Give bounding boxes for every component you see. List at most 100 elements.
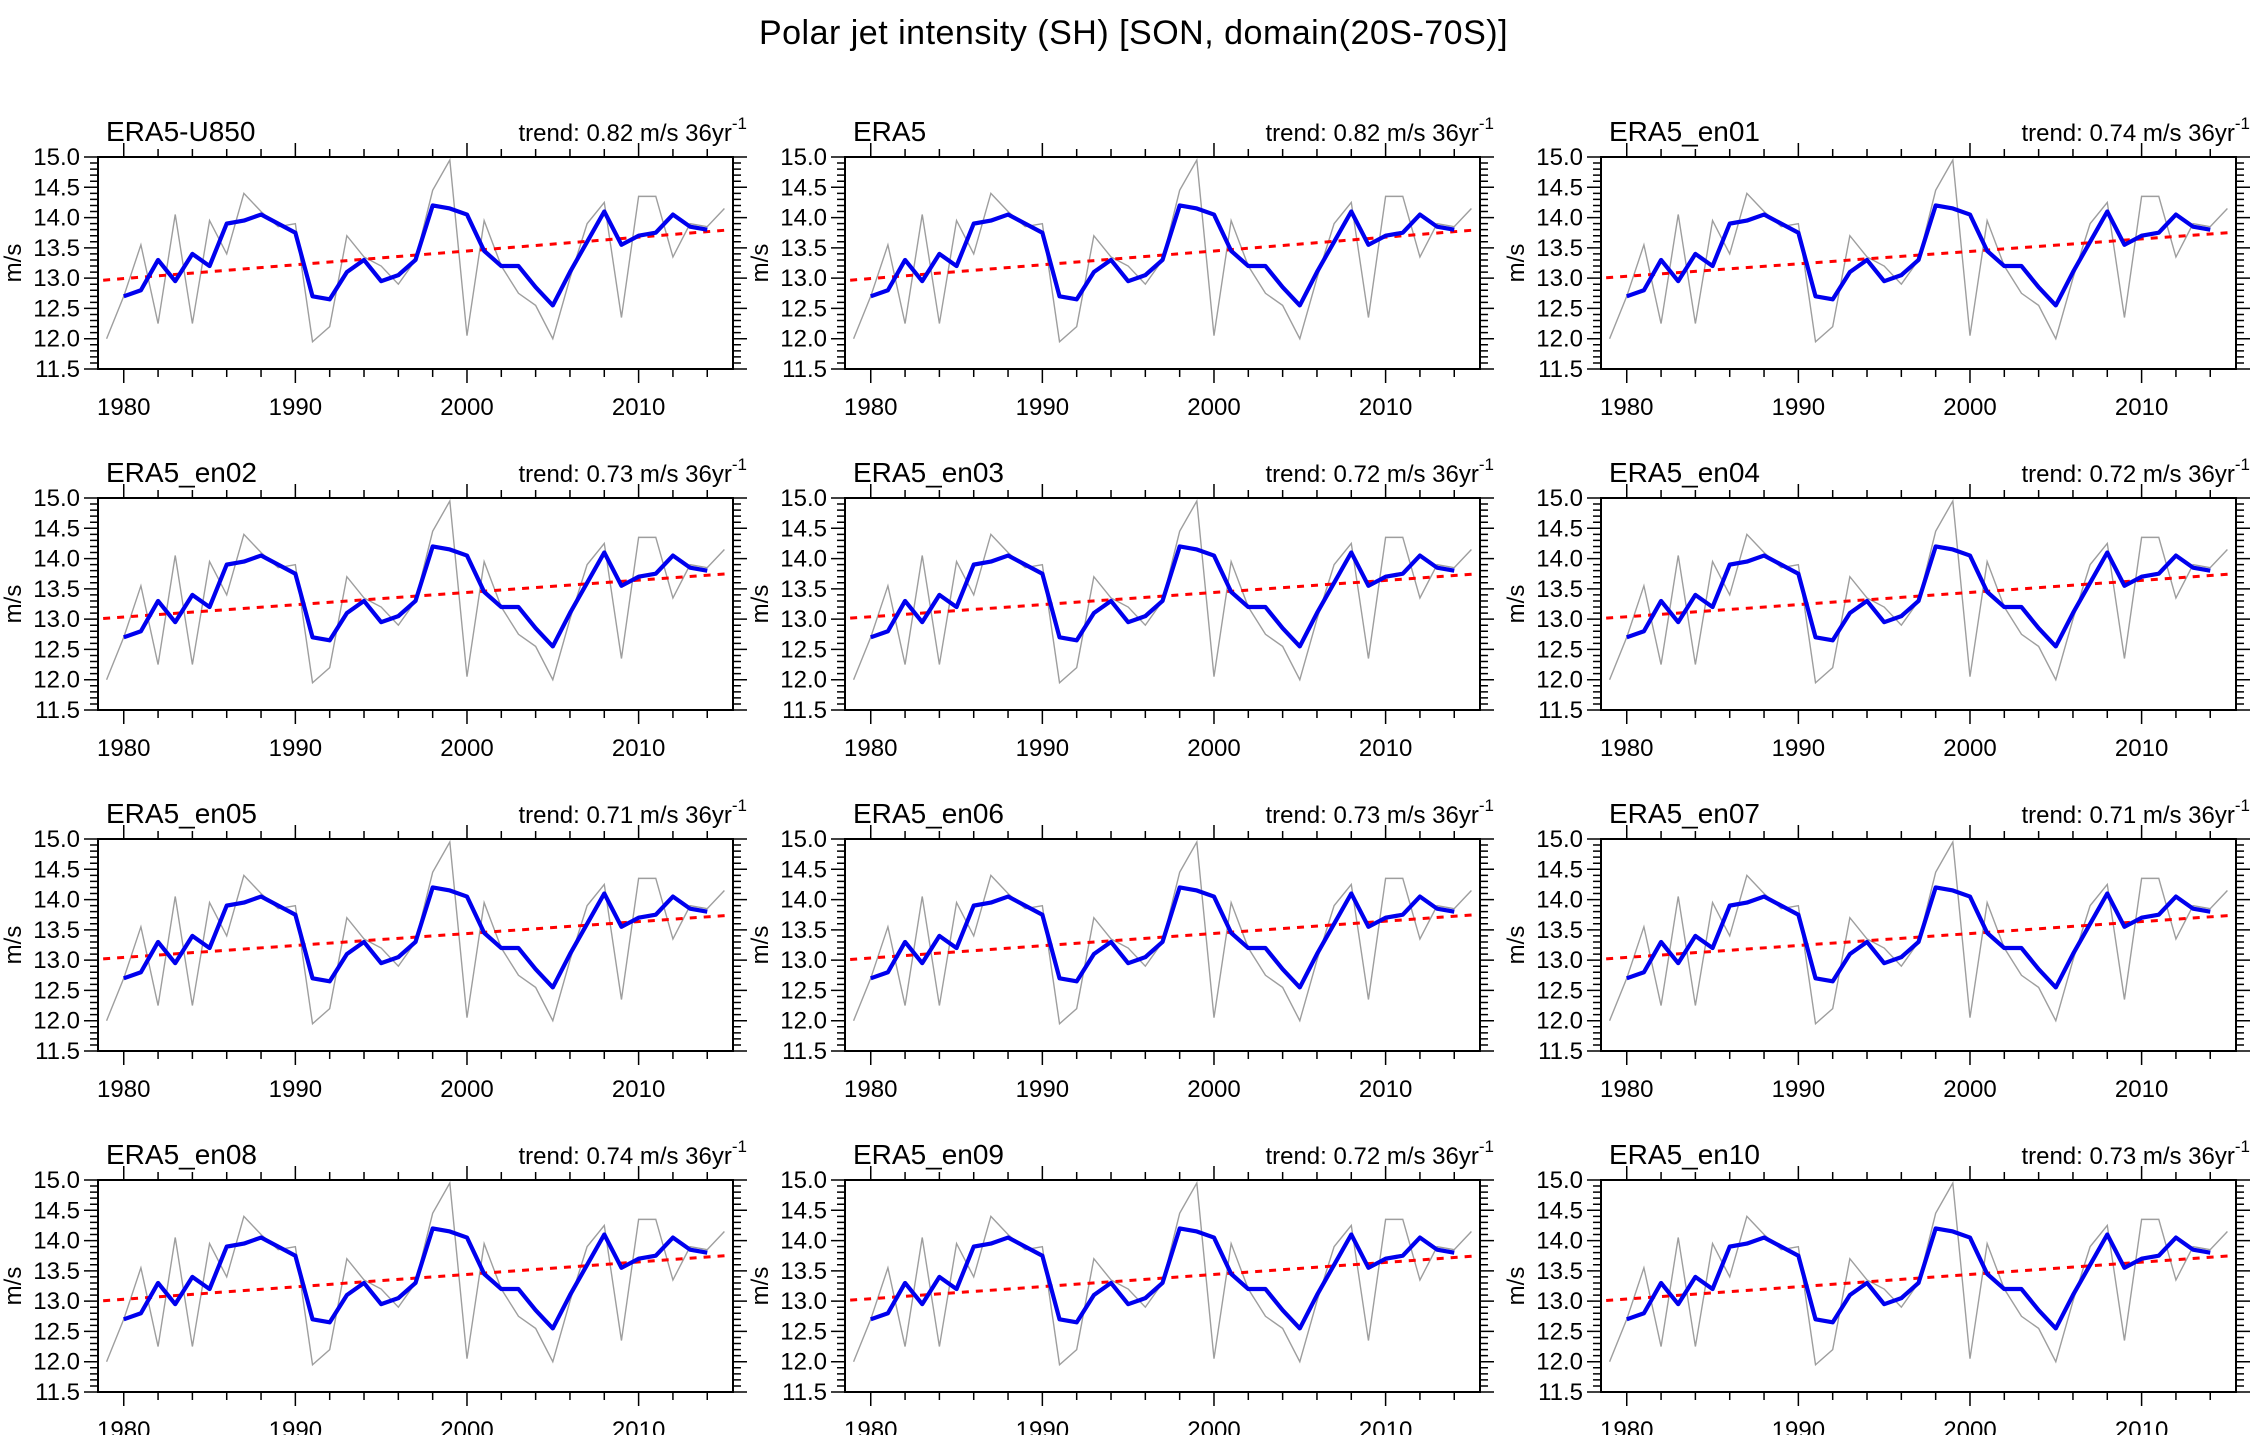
y-tick-label: 15.0 xyxy=(1536,485,1583,512)
y-tick-label: 13.0 xyxy=(1536,265,1583,292)
panel-title: ERA5_en10 xyxy=(1609,1139,1760,1170)
y-tick-label: 15.0 xyxy=(33,485,80,512)
x-tick-label: 1980 xyxy=(97,1076,150,1103)
panel-ERA5_en09: 15.0 14.5 14.0 13.5 13.0 12.5 12.0 11.5 1980 1990… xyxy=(747,1137,1494,1435)
trend-annotation: trend: 0.72 m/s 36yr-1 xyxy=(1265,455,1494,488)
y-tick-label: 11.5 xyxy=(782,1038,827,1065)
y-tick-label: 13.5 xyxy=(33,1258,80,1285)
y-axis-label: m/s xyxy=(747,926,774,965)
annual-line xyxy=(1608,839,2228,1026)
y-tick-label: 11.5 xyxy=(782,1379,827,1406)
panel-ERA5_en06: 15.0 14.5 14.0 13.5 13.0 12.5 12.0 11.5 1980 1990… xyxy=(747,796,1494,1103)
annual-line xyxy=(852,157,1472,344)
x-tick-label: 2010 xyxy=(2115,1417,2168,1435)
y-tick-label: 12.5 xyxy=(33,295,80,322)
x-tick-label: 2000 xyxy=(1187,394,1240,421)
x-tick-label: 1980 xyxy=(1600,735,1653,762)
y-tick-label: 11.5 xyxy=(1538,1038,1583,1065)
y-tick-label: 14.5 xyxy=(33,1197,80,1224)
axis-ticks xyxy=(1587,484,2250,724)
x-tick-label: 1980 xyxy=(1600,1076,1653,1103)
trend-annotation: trend: 0.82 m/s 36yr-1 xyxy=(1265,114,1494,147)
x-tick-label: 1990 xyxy=(1016,394,1069,421)
x-tick-label: 1990 xyxy=(269,394,322,421)
y-tick-label: 13.5 xyxy=(780,576,827,603)
y-tick-label: 12.5 xyxy=(33,977,80,1004)
panel-title: ERA5-U850 xyxy=(106,116,255,147)
panel-ERA5: 15.0 14.5 14.0 13.5 13.0 12.5 12.0 11.5 1980 1990… xyxy=(747,114,1494,421)
y-tick-label: 14.0 xyxy=(780,205,827,232)
x-tick-label: 2000 xyxy=(1943,1076,1996,1103)
panel-title: ERA5_en09 xyxy=(853,1139,1004,1170)
y-tick-label: 14.5 xyxy=(1536,1197,1583,1224)
y-tick-label: 12.5 xyxy=(1536,977,1583,1004)
axis-ticks xyxy=(831,484,1494,724)
x-tick-label: 1990 xyxy=(1772,1417,1825,1435)
panel-title: ERA5_en03 xyxy=(853,457,1004,488)
y-tick-label: 11.5 xyxy=(35,1038,80,1065)
plot-frame xyxy=(97,497,734,711)
x-tick-label: 2010 xyxy=(1359,1076,1412,1103)
y-tick-label: 13.0 xyxy=(33,265,80,292)
axis-ticks xyxy=(831,143,1494,383)
x-tick-label: 1980 xyxy=(1600,394,1653,421)
y-tick-label: 15.0 xyxy=(780,826,827,853)
x-tick-label: 2000 xyxy=(1943,1417,1996,1435)
y-tick-label: 13.0 xyxy=(33,606,80,633)
smoothed-line xyxy=(123,544,708,649)
y-tick-label: 14.5 xyxy=(780,174,827,201)
y-tick-label: 13.5 xyxy=(780,917,827,944)
y-tick-label: 13.5 xyxy=(1536,917,1583,944)
smoothed-line xyxy=(870,1226,1455,1331)
x-tick-label: 2000 xyxy=(1943,394,1996,421)
annual-line xyxy=(852,1180,1472,1367)
y-tick-label: 13.0 xyxy=(1536,947,1583,974)
axis-ticks xyxy=(84,1166,747,1406)
y-tick-label: 14.0 xyxy=(33,546,80,573)
x-tick-label: 1990 xyxy=(1016,1417,1069,1435)
annual-line xyxy=(1608,498,2228,685)
annual-line xyxy=(105,839,725,1026)
panel-title: ERA5_en01 xyxy=(1609,116,1760,147)
x-tick-label: 2000 xyxy=(440,1076,493,1103)
panel-title: ERA5_en05 xyxy=(106,798,257,829)
y-tick-label: 14.0 xyxy=(33,887,80,914)
trend-annotation: trend: 0.72 m/s 36yr-1 xyxy=(2021,455,2250,488)
chart-title: Polar jet intensity (SH) [SON, domain(20… xyxy=(758,14,1509,52)
trend-annotation: trend: 0.74 m/s 36yr-1 xyxy=(518,1137,747,1170)
panel-title: ERA5_en06 xyxy=(853,798,1004,829)
plot-frame xyxy=(844,156,1481,370)
panel-title: ERA5_en07 xyxy=(1609,798,1760,829)
x-tick-label: 1990 xyxy=(1772,735,1825,762)
y-tick-label: 12.0 xyxy=(1536,326,1583,353)
x-tick-label: 1980 xyxy=(97,735,150,762)
panel-title: ERA5_en02 xyxy=(106,457,257,488)
smoothed-line xyxy=(123,203,708,308)
plot-frame xyxy=(97,156,734,370)
y-tick-label: 14.5 xyxy=(33,515,80,542)
x-tick-label: 2010 xyxy=(612,1076,665,1103)
smoothed-line xyxy=(1626,885,2211,990)
x-tick-label: 1990 xyxy=(1016,1076,1069,1103)
y-tick-label: 14.5 xyxy=(780,856,827,883)
y-tick-label: 14.5 xyxy=(33,856,80,883)
x-tick-label: 2000 xyxy=(440,394,493,421)
y-tick-label: 13.0 xyxy=(1536,606,1583,633)
axis-ticks xyxy=(1587,143,2250,383)
y-tick-label: 11.5 xyxy=(35,1379,80,1406)
x-tick-label: 2010 xyxy=(612,1417,665,1435)
annual-line xyxy=(105,498,725,685)
x-tick-label: 1980 xyxy=(844,1417,897,1435)
y-tick-label: 15.0 xyxy=(1536,144,1583,171)
y-tick-label: 14.0 xyxy=(1536,546,1583,573)
y-tick-label: 15.0 xyxy=(780,144,827,171)
smoothed-line xyxy=(123,885,708,990)
annual-line xyxy=(852,498,1472,685)
trend-annotation: trend: 0.73 m/s 36yr-1 xyxy=(2021,1137,2250,1170)
y-axis-label: m/s xyxy=(0,926,27,965)
x-tick-label: 1990 xyxy=(269,735,322,762)
y-tick-label: 11.5 xyxy=(782,356,827,383)
panel-ERA5_en02: 15.0 14.5 14.0 13.5 13.0 12.5 12.0 11.5 1980 1990… xyxy=(0,455,747,762)
annual-line xyxy=(105,1180,725,1367)
y-tick-label: 12.0 xyxy=(33,667,80,694)
